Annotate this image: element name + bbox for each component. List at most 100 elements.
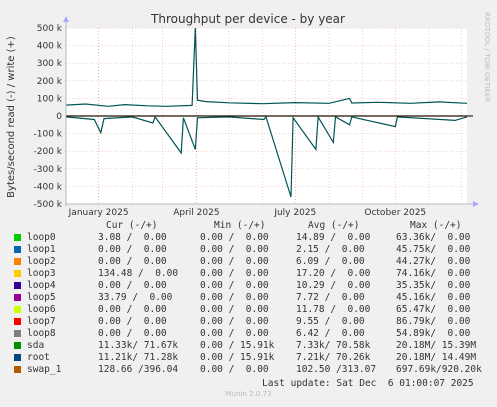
legend-cur: 11.33k/ 71.67k bbox=[98, 340, 179, 351]
legend-min: 0.00 / 0.00 bbox=[200, 292, 269, 303]
legend-max: 45.16k/ 0.00 bbox=[396, 292, 471, 303]
legend-min: 0.00 / 0.00 bbox=[200, 268, 269, 279]
legend-avg: 17.20 / 0.00 bbox=[296, 268, 371, 279]
y-tick-labels: -500 k -400 k -300 k -200 k -100 k 0 100 k 200 … bbox=[34, 24, 63, 210]
legend-name: loop7 bbox=[27, 316, 56, 327]
legend-min: 0.00 / 0.00 bbox=[200, 232, 269, 243]
legend-max: 86.79k/ 0.00 bbox=[396, 316, 471, 327]
legend-avg: 11.78 / 0.00 bbox=[296, 304, 371, 315]
header-max: Max (-/+) bbox=[410, 220, 462, 231]
legend-swatch bbox=[14, 270, 21, 277]
legend-min: 0.00 / 0.00 bbox=[200, 364, 269, 375]
throughput-chart: Throughput per device - by year RRDTOOL … bbox=[6, 12, 491, 218]
legend-max: 54.89k/ 0.00 bbox=[396, 328, 471, 339]
legend-swatch bbox=[14, 342, 21, 349]
axes bbox=[63, 16, 479, 207]
legend-swatch bbox=[14, 282, 21, 289]
legend-swatch bbox=[14, 234, 21, 241]
y-tick-label: 400 k bbox=[37, 42, 63, 52]
legend-max: 65.47k/ 0.00 bbox=[396, 304, 471, 315]
legend-header: Cur (-/+) Min (-/+) Avg (-/+) Max (-/+) bbox=[0, 220, 461, 232]
legend-name: swap_1 bbox=[27, 364, 62, 375]
y-tick-label: -100 k bbox=[34, 130, 63, 140]
header-min: Min (-/+) bbox=[214, 220, 266, 231]
header-avg: Avg (-/+) bbox=[308, 220, 360, 231]
x-tick-label: October 2025 bbox=[364, 208, 426, 218]
y-tick-label: -500 k bbox=[34, 200, 63, 210]
legend-swatch bbox=[14, 354, 21, 361]
legend-swatch bbox=[14, 306, 21, 313]
legend-max: 20.18M/ 14.49M bbox=[396, 352, 477, 363]
legend-min: 0.00 / 0.00 bbox=[200, 280, 269, 291]
legend-max: 74.16k/ 0.00 bbox=[396, 268, 471, 279]
legend-swatch bbox=[14, 246, 21, 253]
y-tick-label: 100 k bbox=[37, 94, 63, 104]
legend-max: 44.27k/ 0.00 bbox=[396, 256, 471, 267]
y-tick-label: -200 k bbox=[34, 147, 63, 157]
y-axis-label: Bytes/second read (-) / write (+) bbox=[6, 36, 17, 198]
legend-avg: 7.33k/ 70.58k bbox=[296, 340, 371, 351]
legend-cur: 33.79 / 0.00 bbox=[98, 292, 173, 303]
y-tick-label: -400 k bbox=[34, 182, 63, 192]
legend-name: loop6 bbox=[27, 304, 56, 315]
legend-max: 35.35k/ 0.00 bbox=[396, 280, 471, 291]
legend-max: 45.75k/ 0.00 bbox=[396, 244, 471, 255]
munin-version: Munin 2.0.73 bbox=[225, 390, 272, 398]
legend-name: loop5 bbox=[27, 292, 56, 303]
legend-min: 0.00 / 0.00 bbox=[200, 316, 269, 327]
legend-min: 0.00 / 0.00 bbox=[200, 256, 269, 267]
chart-title: Throughput per device - by year bbox=[150, 12, 345, 26]
legend-avg: 7.21k/ 70.26k bbox=[296, 352, 371, 363]
rrdtool-watermark: RRDTOOL / TOBI OETIKER bbox=[483, 12, 491, 102]
legend-avg: 2.15 / 0.00 bbox=[296, 244, 365, 255]
series-root-read bbox=[65, 114, 468, 198]
legend-cur: 0.00 / 0.00 bbox=[98, 316, 167, 327]
legend-name: loop0 bbox=[27, 232, 56, 243]
legend-cur: 0.00 / 0.00 bbox=[98, 280, 167, 291]
legend-swatch bbox=[14, 330, 21, 337]
legend-avg: 102.50 /313.07 bbox=[296, 364, 377, 375]
legend-cur: 0.00 / 0.00 bbox=[98, 244, 167, 255]
legend-cur: 128.66 /396.04 bbox=[98, 364, 179, 375]
header-cur: Cur (-/+) bbox=[106, 220, 158, 231]
legend-max: 63.36k/ 0.00 bbox=[396, 232, 471, 243]
legend-avg: 7.72 / 0.00 bbox=[296, 292, 365, 303]
legend-swatch bbox=[14, 258, 21, 265]
y-tick-label: 300 k bbox=[37, 59, 63, 69]
y-tick-label: 500 k bbox=[37, 24, 63, 34]
legend-name: loop2 bbox=[27, 256, 56, 267]
x-tick-label: January 2025 bbox=[68, 208, 129, 218]
legend-cur: 11.21k/ 71.28k bbox=[98, 352, 179, 363]
legend-name: loop4 bbox=[27, 280, 56, 291]
legend-name: root bbox=[27, 352, 50, 363]
y-axis-arrow bbox=[63, 16, 69, 22]
x-tick-labels: January 2025 April 2025 July 2025 October 2… bbox=[68, 208, 427, 218]
legend-min: 0.00 / 0.00 bbox=[200, 304, 269, 315]
legend-min: 0.00 / 15.91k bbox=[200, 340, 275, 351]
legend-avg: 14.89 / 0.00 bbox=[296, 232, 371, 243]
legend-max: 20.18M/ 15.39M bbox=[396, 340, 477, 351]
legend-name: loop8 bbox=[27, 328, 56, 339]
legend-min: 0.00 / 0.00 bbox=[200, 328, 269, 339]
y-tick-label: -300 k bbox=[34, 165, 63, 175]
legend-cur: 0.00 / 0.00 bbox=[98, 256, 167, 267]
legend-avg: 6.42 / 0.00 bbox=[296, 328, 365, 339]
legend-swatch bbox=[14, 366, 21, 373]
last-update: Last update: Sat Dec 6 01:00:07 2025 bbox=[262, 378, 474, 389]
legend-avg: 6.09 / 0.00 bbox=[296, 256, 365, 267]
x-tick-label: April 2025 bbox=[173, 208, 219, 218]
legend-name: sda bbox=[27, 340, 45, 351]
legend-cur: 0.00 / 0.00 bbox=[98, 328, 167, 339]
y-tick-label: 0 bbox=[56, 112, 62, 122]
legend-avg: 10.29 / 0.00 bbox=[296, 280, 371, 291]
legend-cur: 134.48 / 0.00 bbox=[98, 268, 179, 279]
legend-name: loop3 bbox=[27, 268, 56, 279]
legend-swatch bbox=[14, 294, 21, 301]
x-tick-label: July 2025 bbox=[273, 208, 316, 218]
legend-min: 0.00 / 0.00 bbox=[200, 244, 269, 255]
legend-name: loop1 bbox=[27, 244, 56, 255]
y-tick-label: 200 k bbox=[37, 77, 63, 87]
legend-cur: 3.08 / 0.00 bbox=[98, 232, 167, 243]
legend-max: 697.69k/920.20k bbox=[396, 364, 482, 375]
legend-avg: 9.55 / 0.00 bbox=[296, 316, 365, 327]
